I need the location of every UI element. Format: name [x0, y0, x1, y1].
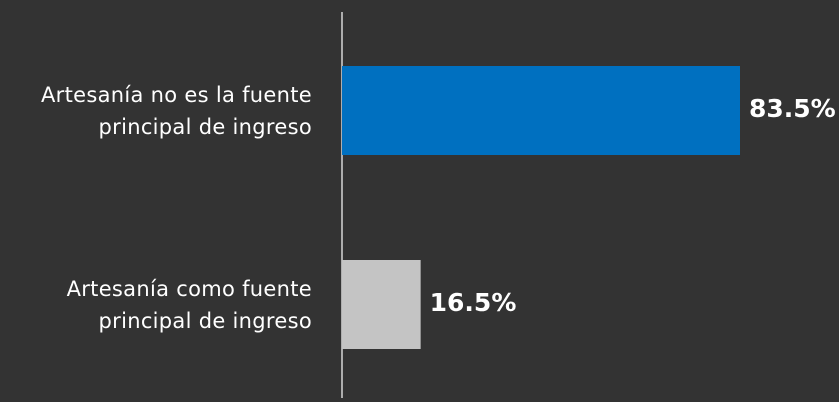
category-label-1-line-1: principal de ingreso: [98, 308, 312, 333]
category-label-0-line-1: principal de ingreso: [98, 114, 312, 139]
category-label-1-line-0: Artesanía como fuente: [66, 276, 312, 301]
category-label-1: Artesanía como fuente principal de ingres…: [67, 273, 312, 337]
value-label-1: 16.5%: [429, 287, 517, 317]
value-label-0: 83.5%: [749, 93, 836, 123]
bar-1: [342, 260, 421, 349]
category-label-0: Artesanía no es la fuente principal de in…: [41, 79, 312, 143]
category-label-0-line-0: Artesanía no es la fuente: [41, 82, 312, 107]
bar-0: [342, 66, 740, 155]
